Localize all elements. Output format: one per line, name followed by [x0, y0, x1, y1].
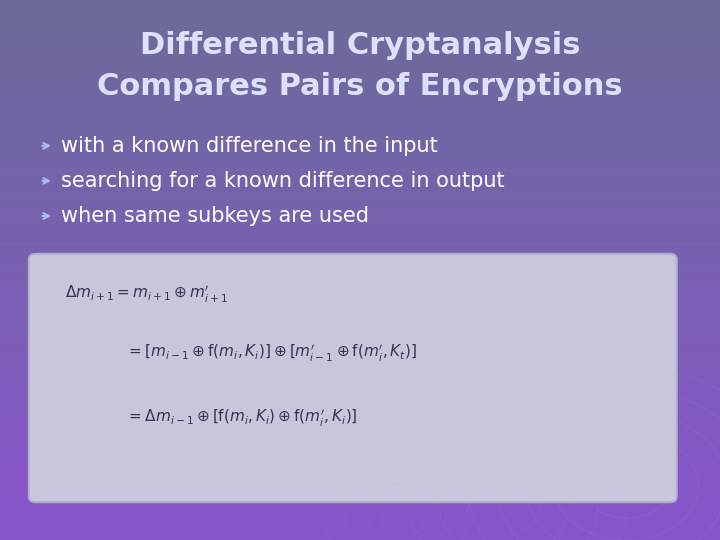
Text: when same subkeys are used: when same subkeys are used: [61, 206, 369, 226]
Text: $= [m_{i-1} \oplus \mathrm{f}(m_i, K_i)] \oplus [m^{\prime}_{i-1} \oplus \mathrm: $= [m_{i-1} \oplus \mathrm{f}(m_i, K_i)]…: [126, 343, 418, 364]
Text: searching for a known difference in output: searching for a known difference in outp…: [61, 171, 505, 191]
Text: Compares Pairs of Encryptions: Compares Pairs of Encryptions: [97, 72, 623, 101]
Text: with a known difference in the input: with a known difference in the input: [61, 136, 438, 156]
FancyBboxPatch shape: [29, 254, 677, 502]
Text: $\Delta m_{i+1} = m_{i+1} \oplus m^{\prime}_{i+1}$: $\Delta m_{i+1} = m_{i+1} \oplus m^{\pri…: [65, 284, 228, 305]
Text: Differential Cryptanalysis: Differential Cryptanalysis: [140, 31, 580, 60]
Text: $= \Delta m_{i-1} \oplus [\mathrm{f}(m_i, K_i) \oplus \mathrm{f}(m^{\prime}_i, K: $= \Delta m_{i-1} \oplus [\mathrm{f}(m_i…: [126, 408, 358, 429]
